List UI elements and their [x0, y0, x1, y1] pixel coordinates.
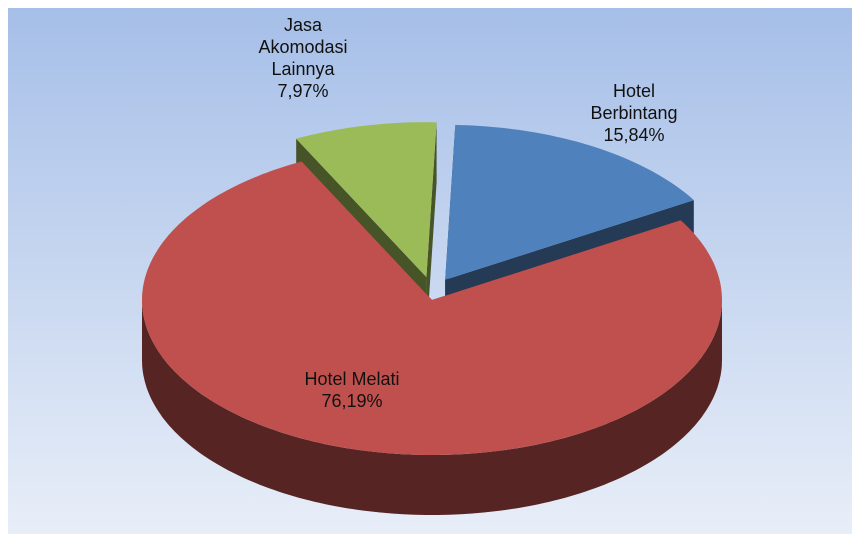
slice-side-wall — [142, 300, 722, 515]
value-label: 76,19% — [321, 391, 383, 411]
pie-slice — [142, 161, 722, 455]
value-label: 15,84% — [603, 125, 665, 145]
category-name: Hotel Melati — [304, 369, 400, 389]
slice-cut-face — [426, 122, 437, 338]
slice-label: Jasa Akomodasi Lainnya 7,97% — [253, 14, 353, 102]
slice-label: Hotel Berbintang 15,84% — [579, 80, 689, 146]
slice-label: Hotel Melati 76,19% — [282, 368, 422, 412]
category-name: Hotel Berbintang — [590, 81, 678, 123]
pie-slice — [296, 122, 437, 278]
value-label: 7,97% — [277, 81, 329, 101]
category-name: Jasa Akomodasi Lainnya — [258, 15, 348, 79]
pie-slice — [445, 124, 694, 280]
